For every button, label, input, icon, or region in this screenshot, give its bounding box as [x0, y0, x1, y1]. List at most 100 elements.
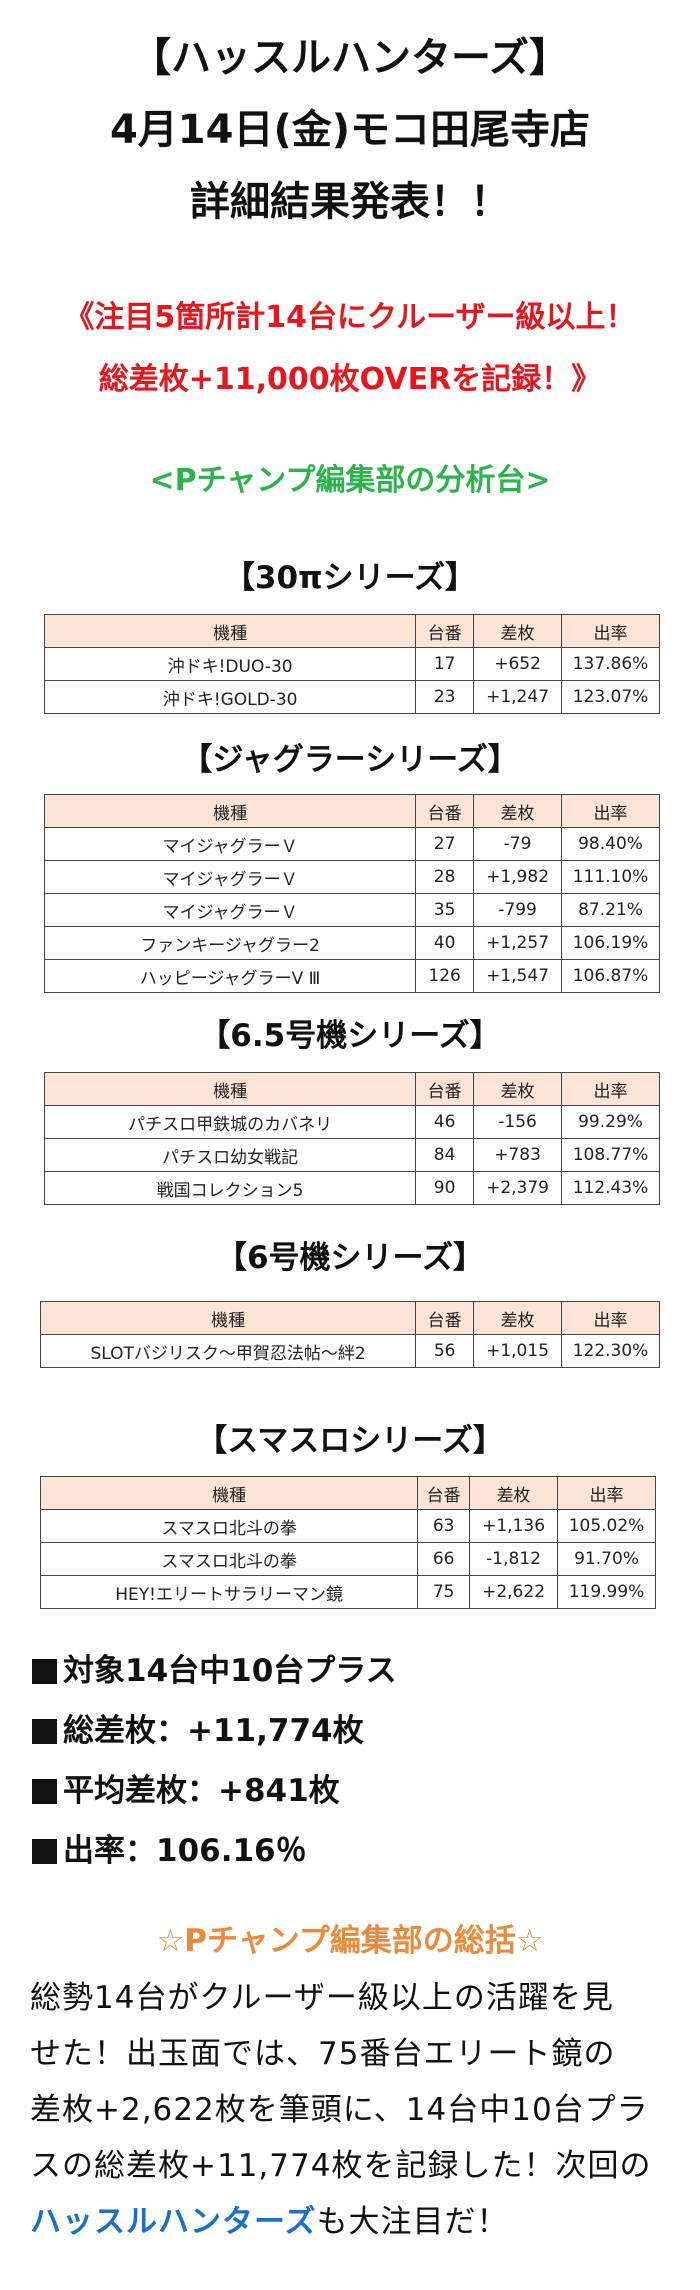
unit-cell: 28 [415, 860, 475, 894]
model-cell: マイジャグラーＶ [43, 827, 417, 861]
diff-cell: -156 [473, 1105, 563, 1139]
summary-average-diff: 平均差枚：+841枚 [32, 1765, 340, 1810]
unit-cell: 75 [417, 1575, 471, 1609]
column-header-diff: 差枚 [469, 1476, 559, 1510]
model-cell: 沖ドキ!DUO-30 [43, 647, 417, 681]
diff-cell: +1,982 [473, 860, 563, 894]
column-header-rate: 出率 [561, 1301, 660, 1335]
rate-cell: 122.30% [561, 1334, 660, 1368]
diff-cell: +1,136 [469, 1509, 559, 1543]
review-tail: も大注目だ！ [316, 2204, 509, 2240]
review-line-2: せた！出玉面では、75番台エリート鏡の [30, 2036, 616, 2072]
headline-line-2: 総差枚+11,000枚OVERを記録！》 [98, 362, 602, 397]
results-table-juggler: 機種 台番 差枚 出率 マイジャグラーＶ 27 -79 98.40% マイジャグ… [43, 794, 660, 993]
store-name-highlight: ハッスルハンターズ [30, 2204, 317, 2240]
review-line-5: ハッスルハンターズも大注目だ！ [30, 2194, 675, 2250]
rate-cell: 112.43% [561, 1171, 660, 1205]
model-cell: 沖ドキ!GOLD-30 [43, 680, 417, 714]
model-cell: マイジャグラーＶ [43, 860, 417, 894]
column-header-unit: 台番 [415, 614, 475, 648]
diff-cell: +2,622 [469, 1575, 559, 1609]
table-row: マイジャグラーＶ 35 -799 87.21% [43, 893, 660, 927]
rate-cell: 108.77% [561, 1138, 660, 1172]
summary-payout-rate: 出率：106.16％ [32, 1825, 307, 1870]
table-header-row: 機種 台番 差枚 出率 [43, 614, 660, 648]
model-cell: SLOTバジリスク～甲賀忍法帖～絆2 [39, 1334, 417, 1368]
table-header-row: 機種 台番 差枚 出率 [43, 1072, 660, 1106]
diff-cell: +1,247 [473, 680, 563, 714]
column-header-diff: 差枚 [473, 1072, 563, 1106]
table-row: ファンキージャグラー2 40 +1,257 106.19% [43, 926, 660, 960]
diff-cell: +783 [473, 1138, 563, 1172]
unit-cell: 63 [417, 1509, 471, 1543]
unit-cell: 126 [415, 959, 475, 993]
column-header-diff: 差枚 [473, 794, 563, 828]
column-header-unit: 台番 [417, 1476, 471, 1510]
unit-cell: 84 [415, 1138, 475, 1172]
diff-cell: +1,257 [473, 926, 563, 960]
section-title-6-5: 【6.5号機シリーズ】 [199, 1018, 501, 1054]
section-title-30pi: 【30πシリーズ】 [223, 560, 477, 596]
unit-cell: 66 [417, 1542, 471, 1576]
rate-cell: 91.70% [557, 1542, 656, 1576]
column-header-unit: 台番 [415, 794, 475, 828]
summary-text: 平均差枚：+841枚 [63, 1773, 340, 1809]
table-header-row: 機種 台番 差枚 出率 [43, 794, 660, 828]
model-cell: 戦国コレクション5 [43, 1171, 417, 1205]
model-cell: パチスロ幼女戦記 [43, 1138, 417, 1172]
unit-cell: 17 [415, 647, 475, 681]
table-row: スマスロ北斗の拳 63 +1,136 105.02% [39, 1509, 656, 1543]
square-bullet-icon [32, 1659, 57, 1684]
rate-cell: 106.87% [561, 959, 660, 993]
headline-line-1: 《注目5箇所計14台にクルーザー級以上！ [64, 300, 636, 335]
table-row: SLOTバジリスク～甲賀忍法帖～絆2 56 +1,015 122.30% [39, 1334, 660, 1368]
unit-cell: 23 [415, 680, 475, 714]
table-row: ハッピージャグラーV Ⅲ 126 +1,547 106.87% [43, 959, 660, 993]
diff-cell: +2,379 [473, 1171, 563, 1205]
diff-cell: -799 [473, 893, 563, 927]
table-row: 沖ドキ!DUO-30 17 +652 137.86% [43, 647, 660, 681]
diff-cell: -79 [473, 827, 563, 861]
square-bullet-icon [32, 1839, 57, 1864]
square-bullet-icon [32, 1719, 57, 1744]
summary-text: 対象14台中10台プラス [63, 1653, 397, 1689]
summary-plus-count: 対象14台中10台プラス [32, 1645, 397, 1690]
rate-cell: 111.10% [561, 860, 660, 894]
column-header-model: 機種 [43, 794, 417, 828]
unit-cell: 27 [415, 827, 475, 861]
column-header-diff: 差枚 [473, 1301, 563, 1335]
summary-text: 出率：106.16％ [63, 1833, 307, 1869]
section-title-smart-slot: 【スマスロシリーズ】 [196, 1423, 504, 1459]
table-row: マイジャグラーＶ 28 +1,982 111.10% [43, 860, 660, 894]
section-title-6: 【6号機シリーズ】 [215, 1240, 485, 1276]
review-line-3: 差枚+2,622枚を筆頭に、14台中10台プラ [30, 2092, 649, 2128]
column-header-rate: 出率 [561, 794, 660, 828]
column-header-model: 機種 [43, 1072, 417, 1106]
model-cell: スマスロ北斗の拳 [39, 1509, 419, 1543]
rate-cell: 119.99% [557, 1575, 656, 1609]
unit-cell: 35 [415, 893, 475, 927]
rate-cell: 99.29% [561, 1105, 660, 1139]
diff-cell: +652 [473, 647, 563, 681]
table-header-row: 機種 台番 差枚 出率 [39, 1301, 660, 1335]
rate-cell: 123.07% [561, 680, 660, 714]
rate-cell: 87.21% [561, 893, 660, 927]
column-header-rate: 出率 [561, 614, 660, 648]
table-row: マイジャグラーＶ 27 -79 98.40% [43, 827, 660, 861]
review-line-4: スの総差枚+11,774枚を記録した！次回の [30, 2148, 652, 2184]
column-header-model: 機種 [43, 614, 417, 648]
unit-cell: 46 [415, 1105, 475, 1139]
review-line-1: 総勢14台がクルーザー級以上の活躍を見 [30, 1980, 614, 2016]
table-row: パチスロ甲鉄城のカバネリ 46 -156 99.29% [43, 1105, 660, 1139]
table-row: HEY!エリートサラリーマン鏡 75 +2,622 119.99% [39, 1575, 656, 1609]
diff-cell: +1,015 [473, 1334, 563, 1368]
square-bullet-icon [32, 1779, 57, 1804]
page-title-date: 4月14日(金)モコ田尾寺店 [109, 107, 591, 153]
summary-total-diff: 総差枚：+11,774枚 [32, 1705, 364, 1750]
column-header-unit: 台番 [415, 1301, 475, 1335]
model-cell: ファンキージャグラー2 [43, 926, 417, 960]
results-table-smart-slot: 機種 台番 差枚 出率 スマスロ北斗の拳 63 +1,136 105.02% ス… [39, 1476, 656, 1609]
table-row: スマスロ北斗の拳 66 -1,812 91.70% [39, 1542, 656, 1576]
column-header-model: 機種 [39, 1301, 417, 1335]
results-table-6-5: 機種 台番 差枚 出率 パチスロ甲鉄城のカバネリ 46 -156 99.29% … [43, 1072, 660, 1205]
